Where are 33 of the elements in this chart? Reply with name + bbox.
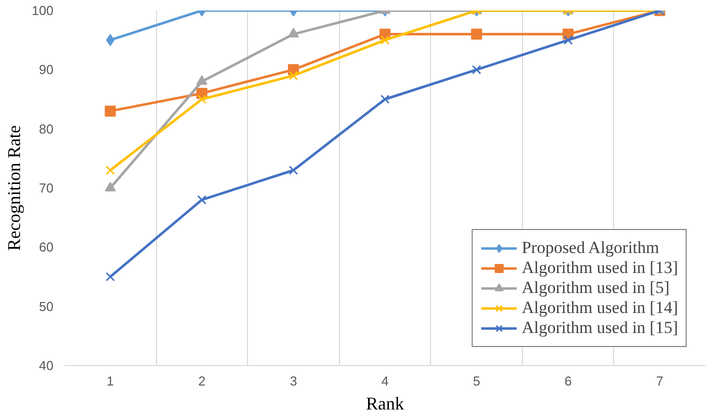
x-tick-label: 4 (381, 374, 389, 388)
x-tick-label: 5 (472, 374, 480, 388)
y-tick-label: 40 (39, 358, 54, 373)
legend-label: Algorithm used in [15] (522, 318, 678, 338)
point (380, 94, 390, 104)
y-tick-label: 80 (39, 121, 54, 136)
x-tick-label: 7 (656, 374, 664, 388)
x-tick-label: 1 (106, 374, 114, 388)
y-tick-label: 90 (39, 62, 54, 78)
y-tick-label: 50 (39, 298, 54, 314)
point (472, 65, 482, 74)
point (197, 195, 206, 204)
legend-label: Algorithm used in [5] (522, 278, 670, 298)
y-tick-label: 60 (39, 240, 54, 255)
point (380, 35, 390, 45)
legend-label: Algorithm used in [13] (522, 258, 678, 278)
x-tick-label: 6 (564, 374, 572, 388)
y-tick-label: 100 (32, 3, 54, 18)
point (197, 94, 206, 104)
point (564, 35, 573, 45)
x-tick-label: 2 (198, 374, 206, 388)
point (288, 70, 298, 80)
x-axis-title: Rank (366, 394, 404, 414)
point (104, 182, 116, 192)
point (288, 166, 298, 175)
legend-label: Algorithm used in [14] (522, 298, 678, 318)
point (106, 166, 115, 175)
x-tick-label: 3 (290, 374, 298, 388)
legend-label: Proposed Algorithm (522, 238, 660, 258)
point (104, 106, 116, 117)
y-axis-title: Recognition Rate (4, 125, 24, 251)
y-tick-label: 70 (39, 180, 54, 196)
point (471, 28, 482, 40)
